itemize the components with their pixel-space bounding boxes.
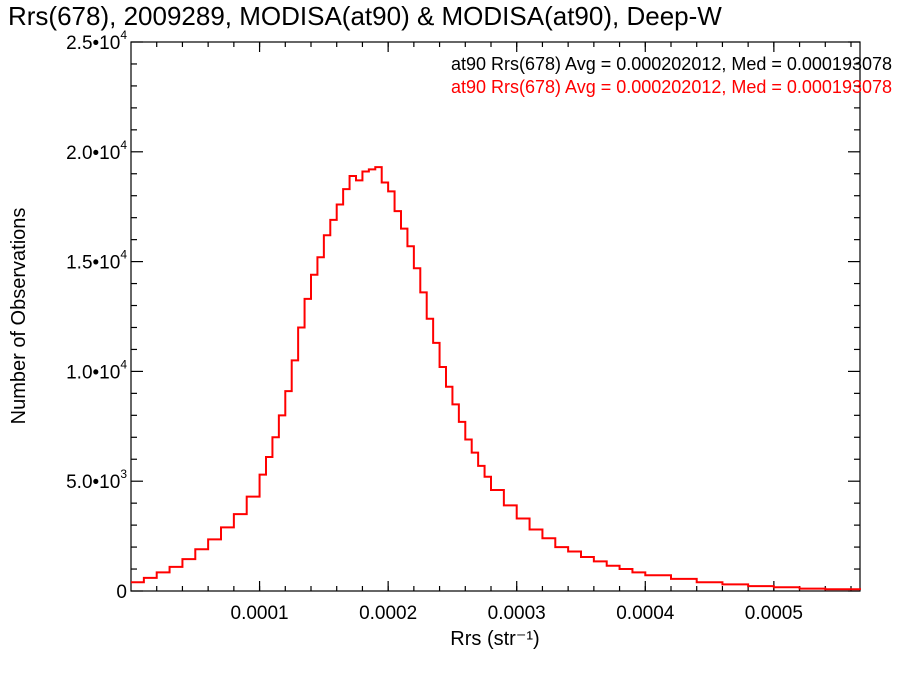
- y-tick-label: 0: [116, 582, 127, 603]
- y-tick-labels: 0 5.0•103 1.0•104 1.5•104 2.0•104 2.5•104: [66, 28, 127, 603]
- legend-entry-black: at90 Rrs(678) Avg = 0.000202012, Med = 0…: [451, 54, 892, 74]
- x-tick-label: 0.0003: [488, 603, 546, 624]
- x-tick-label: 0.0001: [231, 603, 289, 624]
- y-tick-label: 2.0•104: [66, 138, 127, 164]
- y-tick-label: 2.5•104: [66, 28, 127, 54]
- plot-border: [130, 41, 861, 592]
- x-tick-label: 0.0002: [359, 603, 417, 624]
- axis-ticks: [131, 41, 860, 592]
- x-tick-label: 0.0004: [616, 603, 675, 624]
- histogram-series-line: [131, 166, 861, 591]
- y-tick-label: 1.5•104: [66, 248, 127, 274]
- y-tick-label: 1.0•104: [66, 357, 127, 383]
- y-axis-label: Number of Observations: [8, 208, 30, 425]
- chart-title: Rrs(678), 2009289, MODISA(at90) & MODISA…: [8, 1, 722, 31]
- plot-frame: [130, 41, 861, 592]
- x-tick-labels: 0.0001 0.0002 0.0003 0.0004 0.0005: [231, 603, 803, 624]
- legend-entry-red: at90 Rrs(678) Avg = 0.000202012, Med = 0…: [451, 77, 892, 97]
- y-tick-label: 5.0•103: [66, 467, 127, 493]
- x-axis-label: Rrs (str⁻¹): [450, 628, 539, 650]
- x-tick-label: 0.0005: [745, 603, 803, 624]
